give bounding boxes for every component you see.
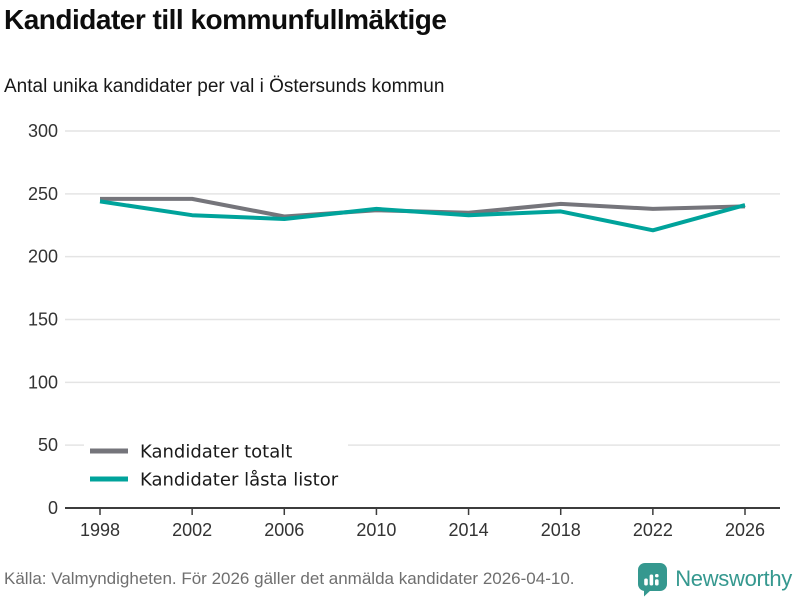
legend-label: Kandidater totalt [140,442,292,463]
line-chart: 0 50 100 150 200 250 300 1998 2002 2006 2010 2014 20… [28,121,780,540]
y-tick-label: 100 [28,372,58,392]
x-tick-label: 1998 [80,520,120,540]
brand-name: Newsworthy [675,566,792,591]
newsworthy-bubble-chart-icon [638,562,668,596]
x-tick-label: 2006 [264,520,304,540]
y-tick-label: 300 [28,121,58,141]
y-tick-label: 200 [28,247,58,267]
source-note: Källa: Valmyndigheten. För 2026 gäller d… [4,569,575,588]
y-tick-label: 50 [38,435,58,455]
x-tick-label: 2026 [725,520,765,540]
x-tick-label: 2018 [541,520,581,540]
footer: Källa: Valmyndigheten. För 2026 gäller d… [4,560,792,598]
newsworthy-logo: Newsworthy [637,562,792,597]
x-tick-label: 2014 [449,520,489,540]
legend-background [84,435,348,493]
y-tick-label: 0 [48,498,58,518]
series-line-lasta-listor [99,199,746,233]
y-tick-label: 250 [28,184,58,204]
chart-subtitle: Antal unika kandidater per val i Östersu… [4,76,445,97]
x-tick-label: 2022 [633,520,673,540]
x-tick-label: 2002 [172,520,212,540]
y-tick-label: 150 [28,310,58,330]
legend-label: Kandidater låsta listor [140,470,339,491]
x-tick-label: 2010 [356,520,396,540]
page-title: Kandidater till kommunfullmäktige [4,4,447,35]
